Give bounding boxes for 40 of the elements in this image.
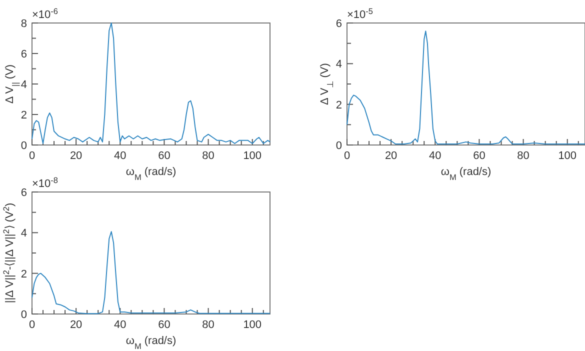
x-tick-label: 20 bbox=[384, 150, 398, 162]
x-tick-label: 60 bbox=[473, 150, 486, 162]
x-tick-label: 100 bbox=[558, 150, 577, 162]
y-tick-label: 0 bbox=[20, 140, 27, 152]
x-tick-label: 60 bbox=[158, 319, 170, 331]
x-tick-label: 100 bbox=[243, 150, 262, 162]
x-tick-label: 0 bbox=[344, 150, 350, 162]
x-axis-title: ω$_{M}$ (rad/s) bbox=[440, 166, 492, 182]
x-tick-label: 100 bbox=[243, 319, 262, 331]
x-tick-label: 0 bbox=[28, 150, 36, 162]
y-tick-label: 4 bbox=[336, 58, 342, 71]
line-series bbox=[32, 22, 270, 144]
x-axis-title: ω$_{M}$ (rad/s) bbox=[126, 335, 176, 350]
y-tick-label: 2 bbox=[20, 268, 27, 280]
y-tick-label: 2 bbox=[336, 99, 342, 112]
x-tick-label: 40 bbox=[114, 150, 126, 162]
y-tick-label: 2 bbox=[20, 110, 27, 122]
x-tick-label: 80 bbox=[202, 150, 214, 162]
text: ×10$^{-5}$ bbox=[347, 6, 374, 21]
text: ×10$^{-8}$ bbox=[32, 176, 58, 190]
x-tick-label: 80 bbox=[517, 150, 530, 162]
y-tick-label: 8 bbox=[20, 18, 27, 30]
y-tick-label: 4 bbox=[20, 228, 27, 240]
line-series bbox=[32, 231, 270, 314]
y-tick-label: 6 bbox=[336, 18, 342, 30]
y-tick-label: 6 bbox=[20, 187, 27, 199]
y-tick-label: 6 bbox=[20, 48, 27, 60]
text: ×10$^{-6}$ bbox=[32, 6, 58, 21]
y-tick-label: 0 bbox=[20, 309, 27, 321]
y-tick-label: 0 bbox=[336, 140, 342, 152]
x-tick-label: 20 bbox=[70, 150, 82, 162]
x-tick-label: 80 bbox=[202, 319, 214, 331]
y-tick-label: 4 bbox=[20, 79, 27, 91]
x-tick-label: 0 bbox=[28, 319, 36, 331]
x-tick-label: 60 bbox=[158, 150, 170, 162]
x-tick-label: 20 bbox=[70, 319, 82, 331]
x-axis-title: ω$_{M}$ (rad/s) bbox=[126, 166, 176, 182]
x-tick-label: 40 bbox=[429, 150, 442, 162]
line-series bbox=[346, 30, 585, 144]
x-tick-label: 40 bbox=[114, 319, 126, 331]
